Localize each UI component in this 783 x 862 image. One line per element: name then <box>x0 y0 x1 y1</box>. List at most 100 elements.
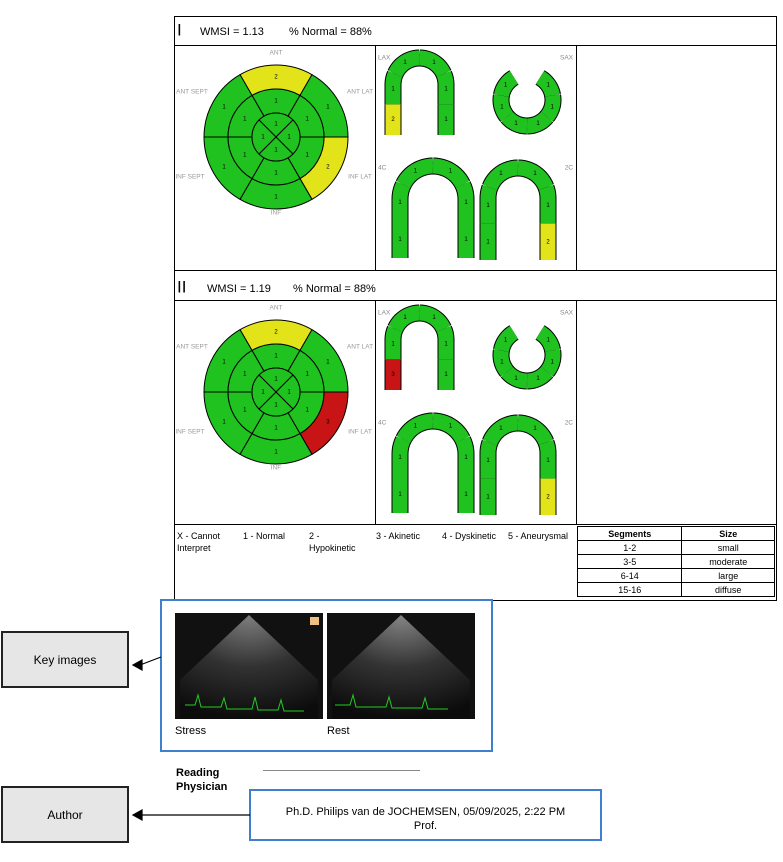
segment-score: 2 <box>326 165 330 171</box>
segment-score: 1 <box>499 426 503 432</box>
segment-score: 1 <box>326 360 330 366</box>
segment-score: 1 <box>444 342 448 348</box>
segment-score: 1 <box>274 426 278 432</box>
wmsi: WMSI = 1.13 <box>200 26 264 38</box>
segment-score: 1 <box>449 424 453 430</box>
view-segment <box>385 71 403 105</box>
segment-score: 3 <box>391 372 395 378</box>
legend-item: 1 - Normal <box>243 531 286 541</box>
view-segment <box>419 50 451 78</box>
size-table: Segments Size 1-2 small 3-5 moderate 6-14 la… <box>576 526 775 597</box>
bullseye-segment <box>251 374 277 410</box>
segment-score: 2 <box>274 330 278 336</box>
segment-score: 1 <box>499 171 503 177</box>
segment-score: 1 <box>444 87 448 93</box>
segment-score: 1 <box>243 372 247 378</box>
view-segment <box>432 158 470 189</box>
view-segment <box>436 326 454 360</box>
table-cell: diffuse <box>681 582 775 597</box>
table-cell: 15-16 <box>576 582 683 597</box>
segment-score: 1 <box>306 408 310 414</box>
view-segment <box>396 413 434 444</box>
region-label: INF LAT <box>348 429 372 436</box>
view-segment <box>455 181 474 222</box>
bullseye-segment <box>258 367 294 393</box>
view-segment <box>396 158 434 189</box>
ecg-trace <box>185 693 304 712</box>
segment-score: 1 <box>398 237 402 243</box>
bullseye-segment <box>275 374 301 410</box>
region-label: ANT <box>270 50 283 57</box>
view-label: LAX <box>378 55 391 62</box>
bullseye-segment <box>251 119 277 155</box>
segment-score: 2 <box>274 75 278 81</box>
view-segment <box>455 436 474 477</box>
percent-normal: % Normal = 88% <box>293 283 376 295</box>
segment-score: 1 <box>274 171 278 177</box>
segment-score: 1 <box>486 203 490 209</box>
view-segment <box>419 305 451 333</box>
segment-score: 3 <box>326 420 330 426</box>
region-label: ANT SEPT <box>176 89 208 96</box>
bullseye-segment <box>258 136 294 162</box>
segment-score: 1 <box>326 105 330 111</box>
region-label: INF LAT <box>348 174 372 181</box>
author-name: Ph.D. Philips van de JOCHEMSEN, 05/09/20… <box>252 805 599 833</box>
table-cell: large <box>681 568 775 583</box>
segment-score: 1 <box>414 424 418 430</box>
view-segment <box>517 415 553 446</box>
segment-score: 2 <box>546 494 550 500</box>
segment-score: 1 <box>287 390 291 396</box>
table-cell: moderate <box>681 554 775 569</box>
author-button[interactable]: Author <box>1 786 129 843</box>
image-caption: Stress <box>175 725 207 737</box>
legend-item: 4 - Dyskinetic <box>442 531 497 541</box>
view-label: 2C <box>565 420 574 427</box>
view-label: 4C <box>378 420 387 427</box>
legend-item: X - Cannot Interpret <box>177 531 221 553</box>
segment-score: 1 <box>464 492 468 498</box>
table-cell: 3-5 <box>576 554 683 569</box>
view-segment <box>483 415 519 446</box>
segment-score: 1 <box>403 315 407 321</box>
table-header: Size <box>681 526 775 541</box>
segment-score: 1 <box>274 403 278 409</box>
legend-item: 2 - Hypokinetic <box>309 531 356 553</box>
color-bar <box>310 617 319 625</box>
view-segment <box>392 181 411 222</box>
arrow-head <box>131 808 143 822</box>
segment-score: 1 <box>546 458 550 464</box>
view-segment <box>501 111 528 134</box>
view-segment <box>536 326 560 353</box>
segment-score: 1 <box>274 377 278 383</box>
segment-score: 1 <box>514 121 518 127</box>
stress-image-sector <box>180 615 318 719</box>
view-segment <box>541 94 561 122</box>
segment-score: 1 <box>391 342 395 348</box>
segment-score: 1 <box>464 200 468 206</box>
ecg-trace <box>335 693 448 710</box>
segment-score: 1 <box>243 408 247 414</box>
segment-score: 1 <box>432 315 436 321</box>
view-segment <box>501 366 528 389</box>
segment-score: 2 <box>391 117 395 123</box>
segment-score: 1 <box>464 237 468 243</box>
segment-score: 1 <box>536 376 540 382</box>
view-segment <box>480 440 498 479</box>
view-segment <box>526 366 553 389</box>
segment-score: 1 <box>464 455 468 461</box>
segment-score: 1 <box>274 148 278 154</box>
segment-score: 1 <box>398 455 402 461</box>
segment-score: 1 <box>504 83 508 89</box>
bullseye-segment <box>275 119 301 155</box>
segment-score: 1 <box>414 169 418 175</box>
segment-score: 1 <box>306 372 310 378</box>
region-label: ANT <box>270 305 283 312</box>
segment-score: 1 <box>533 171 537 177</box>
segment-score: 1 <box>546 203 550 209</box>
view-segment <box>526 111 553 134</box>
key-images-button[interactable]: Key images <box>1 631 129 688</box>
segment-score: 1 <box>449 169 453 175</box>
